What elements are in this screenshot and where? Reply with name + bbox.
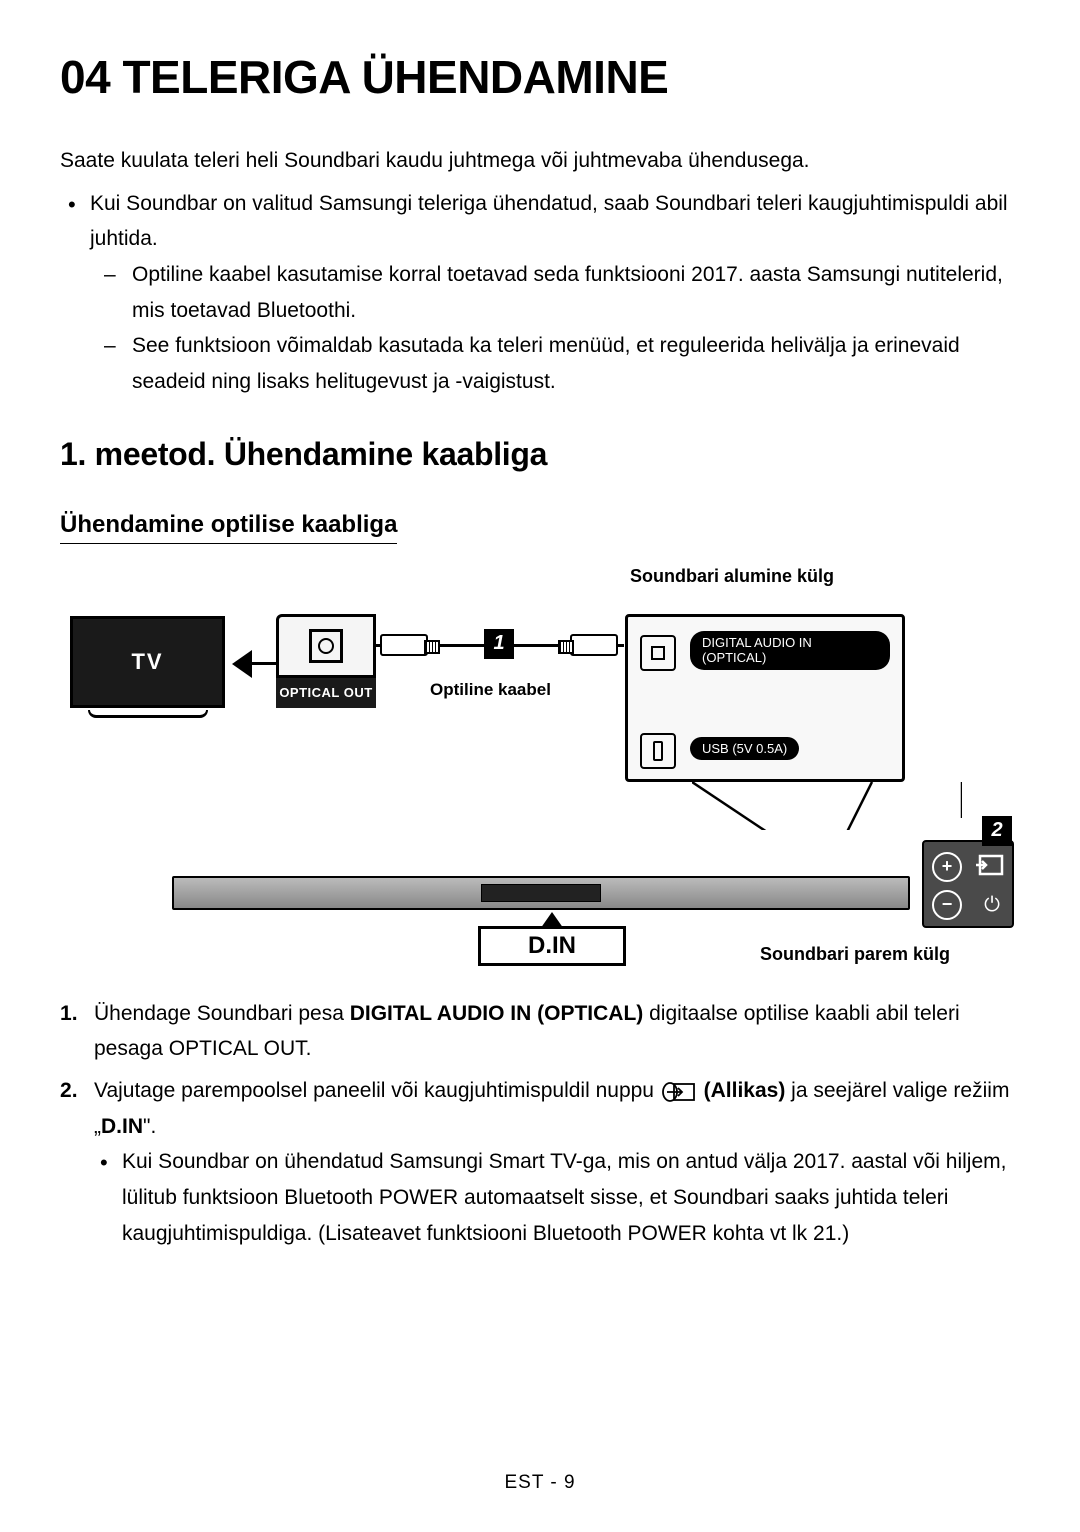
tv-optical-port — [276, 614, 376, 678]
connection-diagram: Soundbari alumine külg TV OPTICAL OUT 1 … — [60, 566, 1020, 966]
volume-up-icon: + — [932, 852, 962, 882]
intro-bullets: Kui Soundbar on valitud Samsungi telerig… — [60, 186, 1020, 400]
connector-lines — [692, 782, 962, 830]
step2-bold1: (Allikas) — [698, 1079, 786, 1102]
step2-sublist: Kui Soundbar on ühendatud Samsungi Smart… — [94, 1144, 1020, 1251]
cable-label: Optiline kaabel — [430, 680, 551, 700]
soundbar-bottom-panel: DIGITAL AUDIO IN (OPTICAL) USB (5V 0.5A) — [625, 614, 905, 782]
tv-graphic: TV — [70, 616, 225, 721]
main-title: 04 TELERIGA ÜHENDAMINE — [60, 50, 1020, 104]
soundbar-front — [172, 876, 910, 910]
cable-plug-right — [570, 634, 618, 656]
page-footer: EST - 9 — [0, 1472, 1080, 1494]
step2-post: ". — [143, 1115, 156, 1138]
cable-plug-left — [380, 634, 428, 656]
bullet-item: Kui Soundbar on valitud Samsungi telerig… — [90, 186, 1020, 400]
step2-bold2: D.IN — [101, 1115, 143, 1138]
step-item: Vajutage parempoolsel paneelil või kaugj… — [94, 1073, 1020, 1251]
step-item: Ühendage Soundbari pesa DIGITAL AUDIO IN… — [94, 996, 1020, 1067]
din-box: D.IN — [478, 926, 626, 966]
source-icon — [662, 1082, 696, 1102]
volume-down-icon: − — [932, 890, 962, 920]
label-soundbar-right: Soundbari parem külg — [760, 944, 950, 965]
section-heading: 1. meetod. Ühendamine kaabliga — [60, 436, 1020, 473]
step1-bold: DIGITAL AUDIO IN (OPTICAL) — [350, 1002, 644, 1025]
soundbar-display — [481, 884, 601, 902]
digital-audio-in-label: DIGITAL AUDIO IN (OPTICAL) — [690, 631, 890, 670]
intro-text: Saate kuulata teleri heli Soundbari kaud… — [60, 144, 1020, 178]
step2-pre: Vajutage parempoolsel paneelil või kaugj… — [94, 1079, 660, 1102]
marker-1: 1 — [484, 629, 514, 659]
usb-label: USB (5V 0.5A) — [690, 737, 799, 761]
optical-out-label: OPTICAL OUT — [276, 678, 376, 708]
step1-pre: Ühendage Soundbari pesa — [94, 1002, 350, 1025]
power-icon: ⏻ — [984, 894, 1000, 917]
dash-item: Optiline kaabel kasutamise korral toetav… — [132, 257, 1020, 328]
label-soundbar-bottom: Soundbari alumine külg — [630, 566, 834, 587]
sub-bullet-item: Kui Soundbar on ühendatud Samsungi Smart… — [122, 1144, 1020, 1251]
dash-list: Optiline kaabel kasutamise korral toetav… — [90, 257, 1020, 400]
bullet-text: Kui Soundbar on valitud Samsungi telerig… — [90, 192, 1008, 251]
dash-item: See funktsioon võimaldab kasutada ka tel… — [132, 328, 1020, 399]
subsection-heading: Ühendamine optilise kaabliga — [60, 511, 397, 544]
arrow-icon — [232, 650, 252, 678]
source-icon — [976, 854, 1004, 878]
instruction-steps: Ühendage Soundbari pesa DIGITAL AUDIO IN… — [60, 996, 1020, 1252]
tv-label: TV — [131, 649, 163, 675]
soundbar-side-panel: + − ⏻ — [922, 840, 1014, 928]
marker-2: 2 — [982, 816, 1012, 846]
